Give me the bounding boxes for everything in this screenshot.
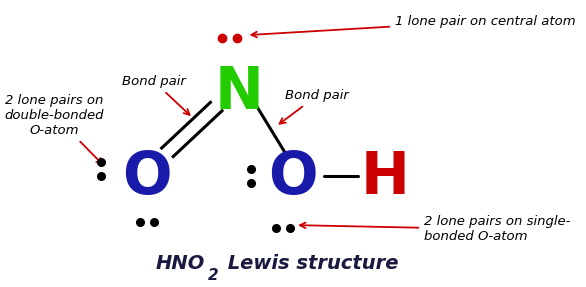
Text: Bond pair: Bond pair	[122, 75, 189, 115]
Text: 1 lone pair on central atom: 1 lone pair on central atom	[251, 15, 575, 37]
Text: 2 lone pairs on
double-bonded
O-atom: 2 lone pairs on double-bonded O-atom	[5, 94, 104, 164]
Text: Lewis structure: Lewis structure	[222, 254, 398, 273]
Text: O: O	[268, 149, 318, 206]
Text: Bond pair: Bond pair	[280, 89, 349, 124]
Text: N: N	[215, 64, 264, 121]
Text: 2: 2	[207, 268, 218, 283]
Text: O: O	[122, 149, 172, 206]
Text: 2 lone pairs on single-
bonded O-atom: 2 lone pairs on single- bonded O-atom	[300, 215, 570, 243]
Text: HNO: HNO	[156, 254, 205, 273]
Text: H: H	[361, 149, 410, 206]
